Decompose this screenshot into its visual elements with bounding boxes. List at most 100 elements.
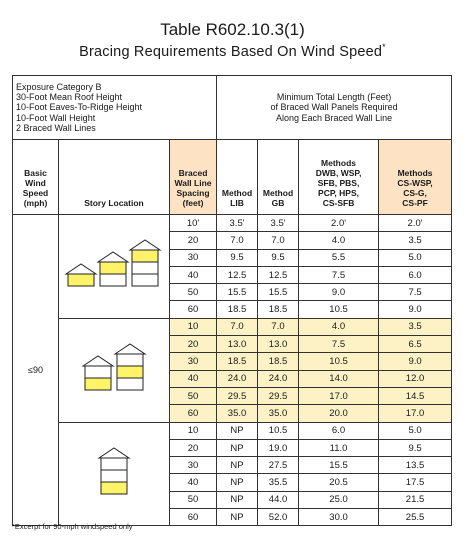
subtitle-footnote-mark: * xyxy=(382,42,386,52)
header-line: Speed xyxy=(22,188,49,198)
header-line: Spacing xyxy=(176,188,210,198)
condition-line: 10-Foot Wall Height xyxy=(16,112,96,123)
highlighted-story-icon xyxy=(131,249,159,263)
wind-speed-value: ≤90 xyxy=(12,213,59,527)
table-row: 60 NP 52.0 30.0 25.5 xyxy=(13,508,453,527)
table-cell: 3.5' xyxy=(216,213,259,233)
table-cell: 9.5 xyxy=(378,438,453,458)
table-cell: 27.5 xyxy=(257,456,300,475)
condition-line: 2 Braced Wall Lines xyxy=(16,122,96,133)
table-cell: 52.0 xyxy=(257,508,300,527)
header-line: Method xyxy=(221,188,253,198)
table-cell: 10 xyxy=(168,317,218,337)
table-cell: 9.5 xyxy=(257,248,300,267)
table-cell: 7.0 xyxy=(216,231,259,250)
header-line: Methods xyxy=(321,158,356,168)
table-cell: 29.5 xyxy=(216,386,259,406)
table-title: Table R602.10.3(1) xyxy=(160,20,305,39)
table-cell: 7.5 xyxy=(298,265,380,285)
story-floor-icon xyxy=(100,469,128,483)
table-cell: 18.5 xyxy=(257,352,300,371)
table-cell: 20 xyxy=(168,335,218,354)
table-cell: 40 xyxy=(168,369,218,388)
story-location-cell xyxy=(58,421,170,527)
table-cell: 18.5 xyxy=(216,352,259,371)
story-location-top-icon xyxy=(64,239,162,287)
table-cell: 60 xyxy=(168,300,218,319)
table-cell: 14.5 xyxy=(378,386,453,406)
header-line: Wall Line xyxy=(174,178,212,188)
header-line: DWB, WSP, xyxy=(315,168,362,178)
table-cell: 15.5 xyxy=(298,456,380,475)
table-cell: 35.5 xyxy=(257,473,300,492)
header-line: SFB, PBS, xyxy=(317,178,360,188)
header-line: CS-G, xyxy=(403,188,427,198)
table-row: 40 NP 35.5 20.5 17.5 xyxy=(13,473,453,492)
table-cell: 18.5 xyxy=(257,300,300,319)
table-cell: 10' xyxy=(168,213,218,233)
table-cell: 44.0 xyxy=(257,490,300,510)
table-cell: 6.0 xyxy=(298,421,380,440)
table-subtitle: Bracing Requirements Based On Wind Speed… xyxy=(0,42,465,60)
table-cell: 10.5 xyxy=(257,421,300,440)
header-methods-dwb: Methods DWB, WSP, SFB, PBS, PCP, HPS, CS-SFB xyxy=(298,139,380,215)
subtitle-text: Bracing Requirements Based On Wind Speed xyxy=(79,43,383,60)
house-roof-icon xyxy=(113,343,147,355)
footnote: *Excerpt for 90-mph windspeed only xyxy=(12,522,133,531)
min-length-line: Minimum Total Length (Feet) xyxy=(276,92,392,103)
table-cell: 29.5 xyxy=(257,386,300,406)
min-length-line: Along Each Braced Wall Line xyxy=(275,112,393,123)
header-methods-cswsp: Methods CS-WSP, CS-G, CS-PF xyxy=(378,139,453,215)
table-cell: 40 xyxy=(168,265,218,285)
table-row: 60 18.5 18.5 10.5 9.0 xyxy=(13,300,453,319)
highlighted-story-icon xyxy=(116,365,144,379)
table-cell: 7.0 xyxy=(216,317,259,337)
table-cell: 25.5 xyxy=(378,508,453,527)
min-length-header: Minimum Total Length (Feet) of Braced Wal… xyxy=(216,75,453,140)
min-length-line: of Braced Wall Panels Required xyxy=(270,102,398,113)
table-cell: 5.5 xyxy=(298,248,380,267)
story-location-cell xyxy=(58,317,170,423)
table-cell: 6.0 xyxy=(378,265,453,285)
header-line: Braced xyxy=(178,168,208,178)
table-cell: 10.5 xyxy=(298,352,380,371)
table-row: 10 NP 10.5 6.0 5.0 xyxy=(13,421,453,527)
table-cell: 24.0 xyxy=(257,369,300,388)
table-cell: 7.5 xyxy=(378,283,453,302)
table-row: ≤90 10' 3.5' 3.5' 2.0' 2.0' xyxy=(12,213,453,527)
table-cell: 24.0 xyxy=(216,369,259,388)
header-method-gb: Method GB xyxy=(257,139,300,215)
table-cell: NP xyxy=(216,456,259,475)
header-line: GB xyxy=(271,198,285,208)
table-cell: 10 xyxy=(168,421,218,440)
table-cell: 35.0 xyxy=(257,404,300,423)
table-cell: 25.0 xyxy=(298,490,380,510)
table-cell: 20.0 xyxy=(298,404,380,423)
table-cell: 5.0 xyxy=(378,421,453,440)
table-cell: 35.0 xyxy=(216,404,259,423)
condition-line: 30-Foot Mean Roof Height xyxy=(16,92,123,103)
table-body: ≤90 10' 3.5' 3.5' 2.0' 2.0' 20 7.0 7.0 4.0 3.5 30 9.… xyxy=(12,213,453,527)
table-cell: NP xyxy=(216,438,259,458)
table-row: 10 7.0 7.0 4.0 3.5 xyxy=(12,317,453,423)
condition-line: 10-Foot Eaves-To-Ridge Height xyxy=(16,102,143,113)
table-cell: 9.5 xyxy=(216,248,259,267)
story-floor-icon xyxy=(131,273,159,287)
house-roof-icon xyxy=(97,447,131,459)
table-cell: 20 xyxy=(168,438,218,458)
table-cell: NP xyxy=(216,508,259,527)
table-cell: 60 xyxy=(168,508,218,527)
table-cell: 40 xyxy=(168,473,218,492)
table-cell: 2.0' xyxy=(298,213,380,233)
condition-line: Exposure Category B xyxy=(16,82,102,92)
conditions-cell: Exposure Category B 30-Foot Mean Roof Hei… xyxy=(11,75,218,140)
highlighted-story-icon xyxy=(84,377,112,391)
header-spacing: Braced Wall Line Spacing (feet) xyxy=(168,139,218,215)
header-line: Story Location xyxy=(84,198,144,208)
table-cell: 10.5 xyxy=(298,300,380,319)
highlighted-story-icon xyxy=(99,261,127,275)
story-floor-icon xyxy=(116,353,144,367)
table-row: 20 NP 19.0 11.0 9.5 xyxy=(13,438,453,458)
header-line: Method xyxy=(262,188,294,198)
story-floor-icon xyxy=(99,273,127,287)
